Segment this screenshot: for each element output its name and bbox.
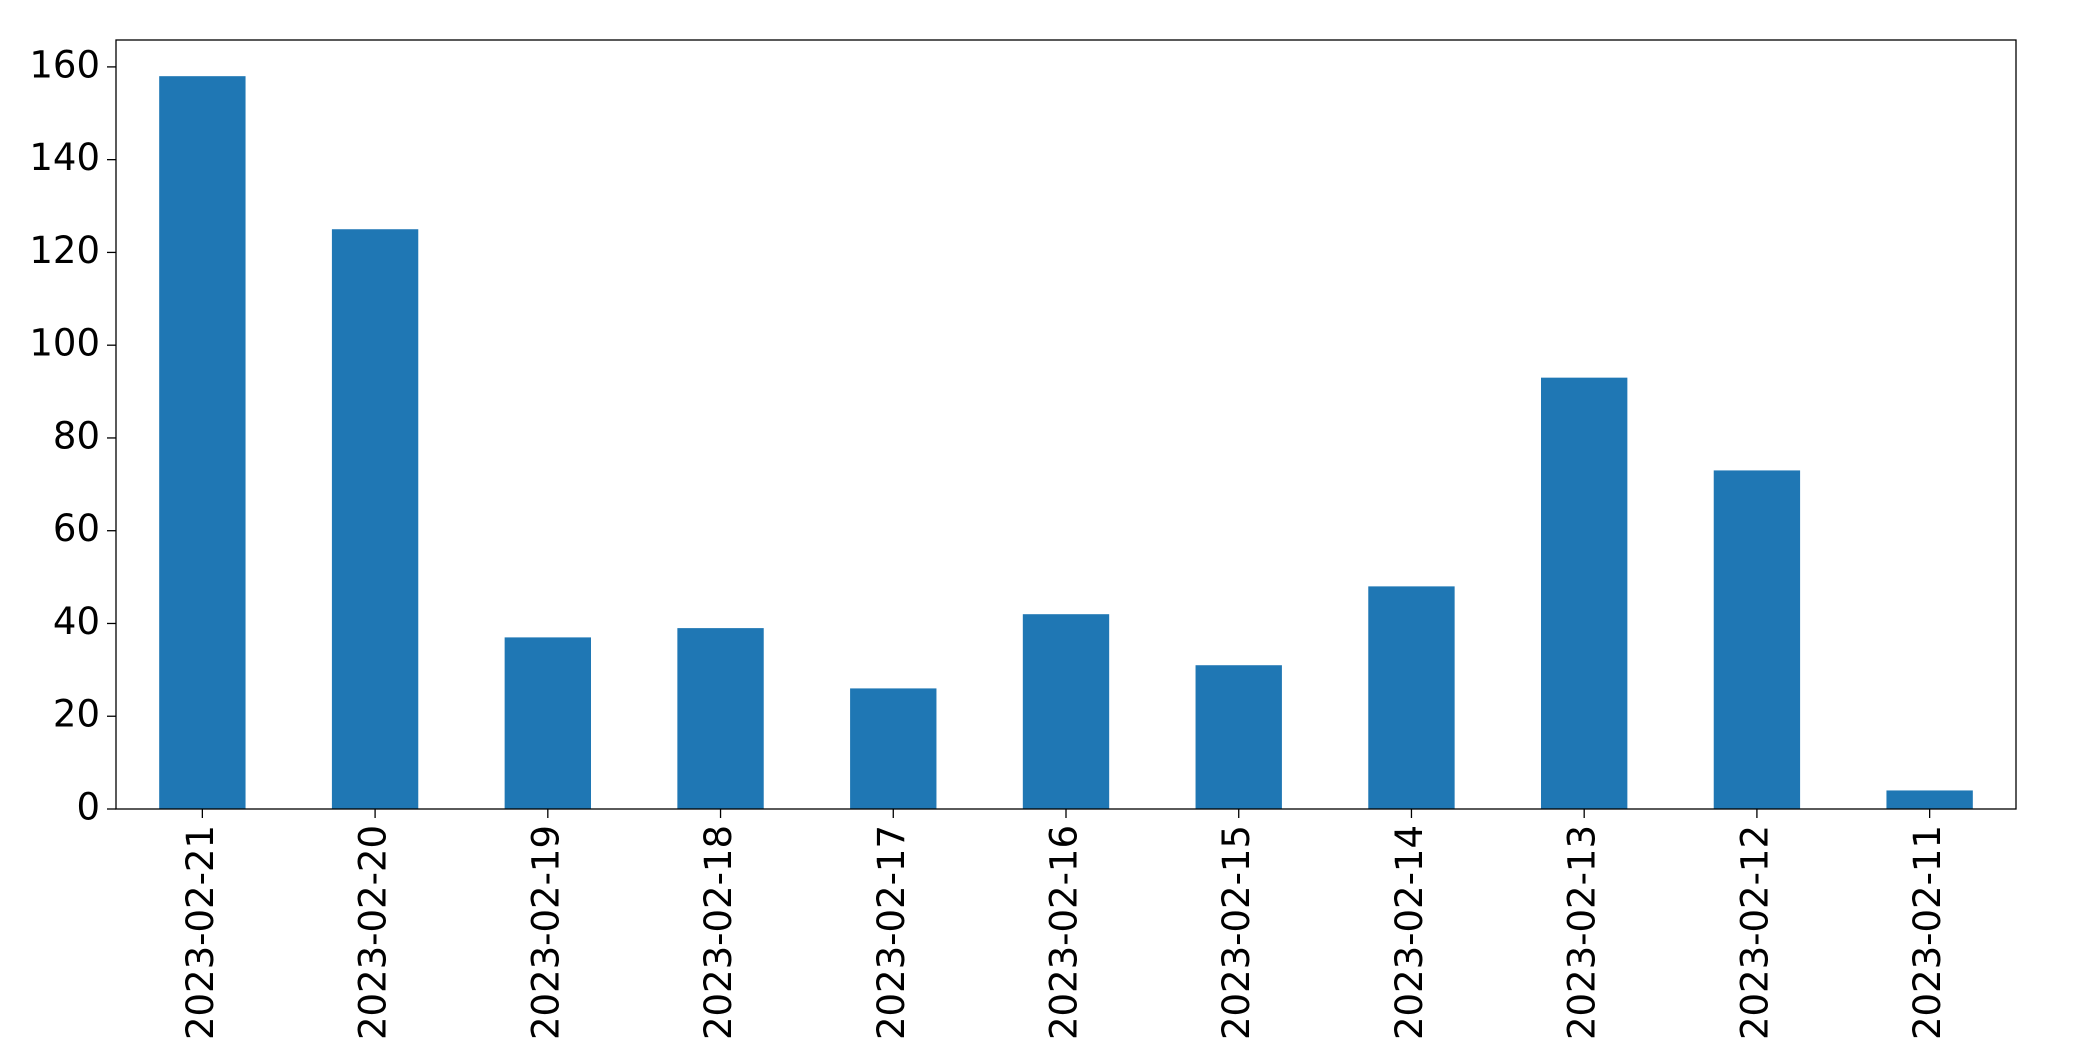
x-tick-label: 2023-02-18 bbox=[697, 825, 740, 1040]
bar bbox=[331, 229, 419, 809]
y-tick-label: 100 bbox=[29, 322, 100, 365]
x-tick-label: 2023-02-13 bbox=[1561, 825, 1604, 1040]
bar bbox=[504, 637, 591, 809]
x-tick-label: 2023-02-12 bbox=[1733, 825, 1776, 1040]
y-tick-label: 160 bbox=[29, 43, 100, 86]
x-tick-label: 2023-02-19 bbox=[524, 825, 567, 1040]
y-tick-label: 140 bbox=[29, 136, 100, 179]
bar bbox=[1368, 586, 1455, 809]
bar bbox=[1541, 377, 1628, 809]
bar bbox=[1195, 665, 1282, 809]
bar bbox=[1022, 614, 1110, 809]
y-tick-label: 0 bbox=[76, 786, 100, 829]
plot-frame bbox=[115, 39, 2017, 810]
x-tick-label: 2023-02-15 bbox=[1215, 825, 1258, 1040]
x-tick-label: 2023-02-16 bbox=[1043, 825, 1086, 1040]
x-tick-label: 2023-02-20 bbox=[352, 825, 395, 1040]
x-tick-label: 2023-02-14 bbox=[1388, 825, 1431, 1040]
x-tick-label: 2023-02-11 bbox=[1906, 825, 1949, 1040]
y-tick-label: 20 bbox=[53, 693, 100, 736]
y-tick-label: 80 bbox=[53, 414, 100, 457]
x-tick-label: 2023-02-21 bbox=[179, 825, 222, 1040]
y-tick-label: 60 bbox=[53, 507, 100, 550]
bar bbox=[159, 76, 246, 810]
bar bbox=[1886, 790, 1973, 809]
bar bbox=[850, 688, 937, 809]
bar bbox=[1713, 470, 1801, 809]
bar bbox=[677, 628, 764, 809]
y-tick-label: 120 bbox=[29, 229, 100, 272]
y-tick-label: 40 bbox=[53, 600, 100, 643]
x-tick-label: 2023-02-17 bbox=[870, 825, 913, 1040]
